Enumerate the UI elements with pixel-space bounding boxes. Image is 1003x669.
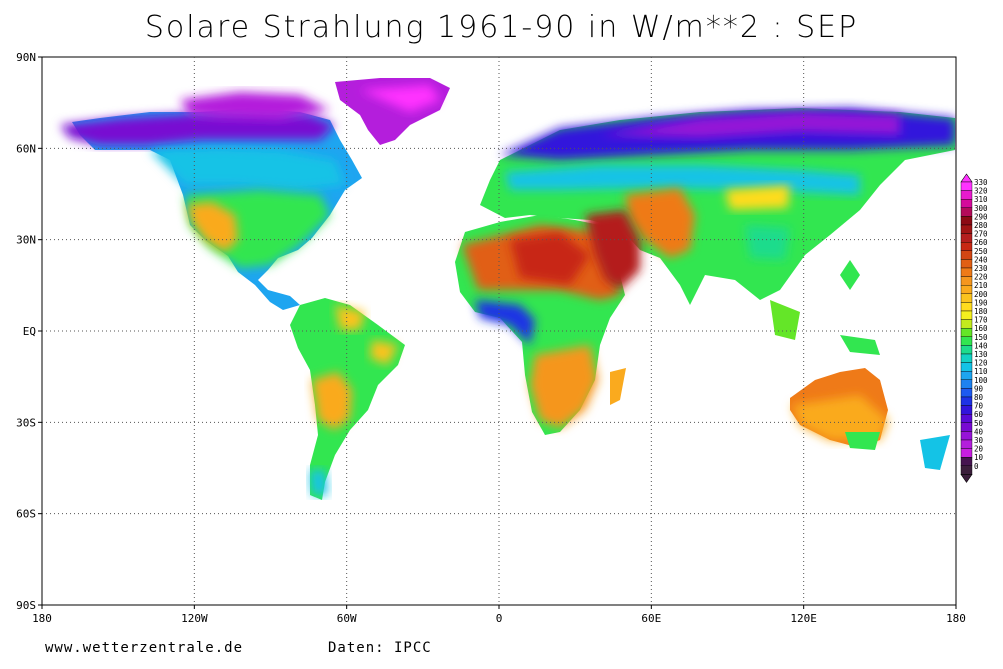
- colorbar-level-label: 240: [974, 255, 988, 264]
- colorbar-swatch: [960, 190, 973, 200]
- lon-tick-label: 180: [946, 612, 966, 625]
- colorbar-level-label: 290: [974, 212, 988, 221]
- africa: [455, 215, 626, 435]
- lon-tick-label: 60W: [337, 612, 357, 625]
- lat-tick-label: 90N: [16, 51, 36, 64]
- lon-tick-label: 60E: [641, 612, 661, 625]
- colorbar-level-label: 20: [974, 445, 984, 454]
- colorbar-level-label: 280: [974, 221, 988, 230]
- colorbar-level-label: 10: [974, 453, 984, 462]
- colorbar-swatch: [960, 310, 973, 320]
- colorbar-level-label: 30: [974, 436, 984, 445]
- lon-tick-label: 180: [32, 612, 52, 625]
- colorbar-level-label: 130: [974, 350, 988, 359]
- lat-tick-label: 90S: [16, 599, 36, 612]
- australia: [790, 335, 950, 470]
- colorbar-level-label: 80: [974, 393, 984, 402]
- colorbar-swatch: [960, 250, 973, 260]
- colorbar-bottom-arrow: [960, 474, 973, 483]
- lat-tick-label: 60S: [16, 508, 36, 521]
- colorbar-swatch: [960, 285, 973, 295]
- colorbar-swatch: [960, 371, 973, 381]
- colorbar-swatch: [960, 414, 973, 424]
- map-title: Solare Strahlung 1961-90 in W/m**2 : SEP: [144, 10, 859, 45]
- continents: [60, 78, 955, 500]
- colorbar-level-label: 60: [974, 410, 984, 419]
- footer-source-site[interactable]: www.wetterzentrale.de: [45, 640, 244, 656]
- colorbar-swatch: [960, 353, 973, 363]
- colorbar-swatch: [960, 422, 973, 432]
- colorbar-swatch: [960, 233, 973, 243]
- colorbar-swatch: [960, 216, 973, 226]
- colorbar-swatch: [960, 224, 973, 234]
- colorbar-level-label: 150: [974, 333, 988, 342]
- colorbar-swatch: [960, 439, 973, 449]
- footer-data-credit: Daten: IPCC: [328, 640, 432, 656]
- colorbar-level-label: 50: [974, 419, 984, 428]
- arabian-peninsula: [585, 210, 640, 290]
- colorbar-swatch: [960, 241, 973, 251]
- colorbar-level-label: 250: [974, 247, 988, 256]
- colorbar-level-label: 140: [974, 341, 988, 350]
- colorbar-level-label: 310: [974, 195, 988, 204]
- colorbar-swatch: [960, 465, 973, 475]
- colorbar-swatch: [960, 328, 973, 338]
- colorbar-swatch: [960, 388, 973, 398]
- colorbar-swatch: [960, 345, 973, 355]
- lon-tick-label: 120E: [790, 612, 817, 625]
- colorbar-swatch: [960, 181, 973, 191]
- greenland: [180, 78, 450, 145]
- colorbar-level-label: 170: [974, 316, 988, 325]
- colorbar-level-label: 320: [974, 187, 988, 196]
- colorbar-swatch: [960, 336, 973, 346]
- colorbar-swatch: [960, 259, 973, 269]
- colorbar-top-arrow: [960, 173, 973, 183]
- colorbar-swatch: [960, 362, 973, 372]
- colorbar-level-label: 260: [974, 238, 988, 247]
- colorbar-swatch: [960, 302, 973, 312]
- lat-tick-label: 60N: [16, 142, 36, 155]
- colorbar: 3303203103002902802702602502402302202102…: [960, 173, 988, 483]
- colorbar-level-label: 300: [974, 204, 988, 213]
- colorbar-swatch: [960, 405, 973, 415]
- colorbar-level-label: 110: [974, 367, 988, 376]
- colorbar-swatch: [960, 448, 973, 458]
- lat-tick-label: EQ: [23, 325, 36, 338]
- south-america: [290, 298, 405, 500]
- colorbar-level-label: 200: [974, 290, 988, 299]
- lat-tick-label: 30N: [16, 234, 36, 247]
- colorbar-swatch: [960, 457, 973, 467]
- gridlines: [42, 57, 956, 605]
- colorbar-level-label: 100: [974, 376, 988, 385]
- colorbar-swatch: [960, 431, 973, 441]
- colorbar-level-label: 330: [974, 178, 988, 187]
- lon-tick-label: 120W: [181, 612, 208, 625]
- north-america: [60, 108, 362, 310]
- colorbar-level-label: 210: [974, 281, 988, 290]
- colorbar-swatch: [960, 267, 973, 277]
- colorbar-swatch: [960, 207, 973, 217]
- colorbar-level-label: 120: [974, 359, 988, 368]
- colorbar-swatch: [960, 396, 973, 406]
- colorbar-level-label: 190: [974, 298, 988, 307]
- colorbar-swatch: [960, 293, 973, 303]
- colorbar-level-label: 160: [974, 324, 988, 333]
- colorbar-level-label: 220: [974, 273, 988, 282]
- colorbar-level-label: 230: [974, 264, 988, 273]
- colorbar-swatch: [960, 379, 973, 389]
- lon-tick-label: 0: [496, 612, 503, 625]
- colorbar-level-label: 0: [974, 462, 979, 471]
- colorbar-level-label: 180: [974, 307, 988, 316]
- colorbar-swatch: [960, 276, 973, 286]
- colorbar-level-label: 270: [974, 230, 988, 239]
- colorbar-level-label: 90: [974, 384, 984, 393]
- colorbar-swatch: [960, 319, 973, 329]
- colorbar-level-label: 40: [974, 427, 984, 436]
- lat-tick-label: 30S: [16, 416, 36, 429]
- colorbar-swatch: [960, 198, 973, 208]
- colorbar-level-label: 70: [974, 402, 984, 411]
- eurasia: [480, 108, 955, 340]
